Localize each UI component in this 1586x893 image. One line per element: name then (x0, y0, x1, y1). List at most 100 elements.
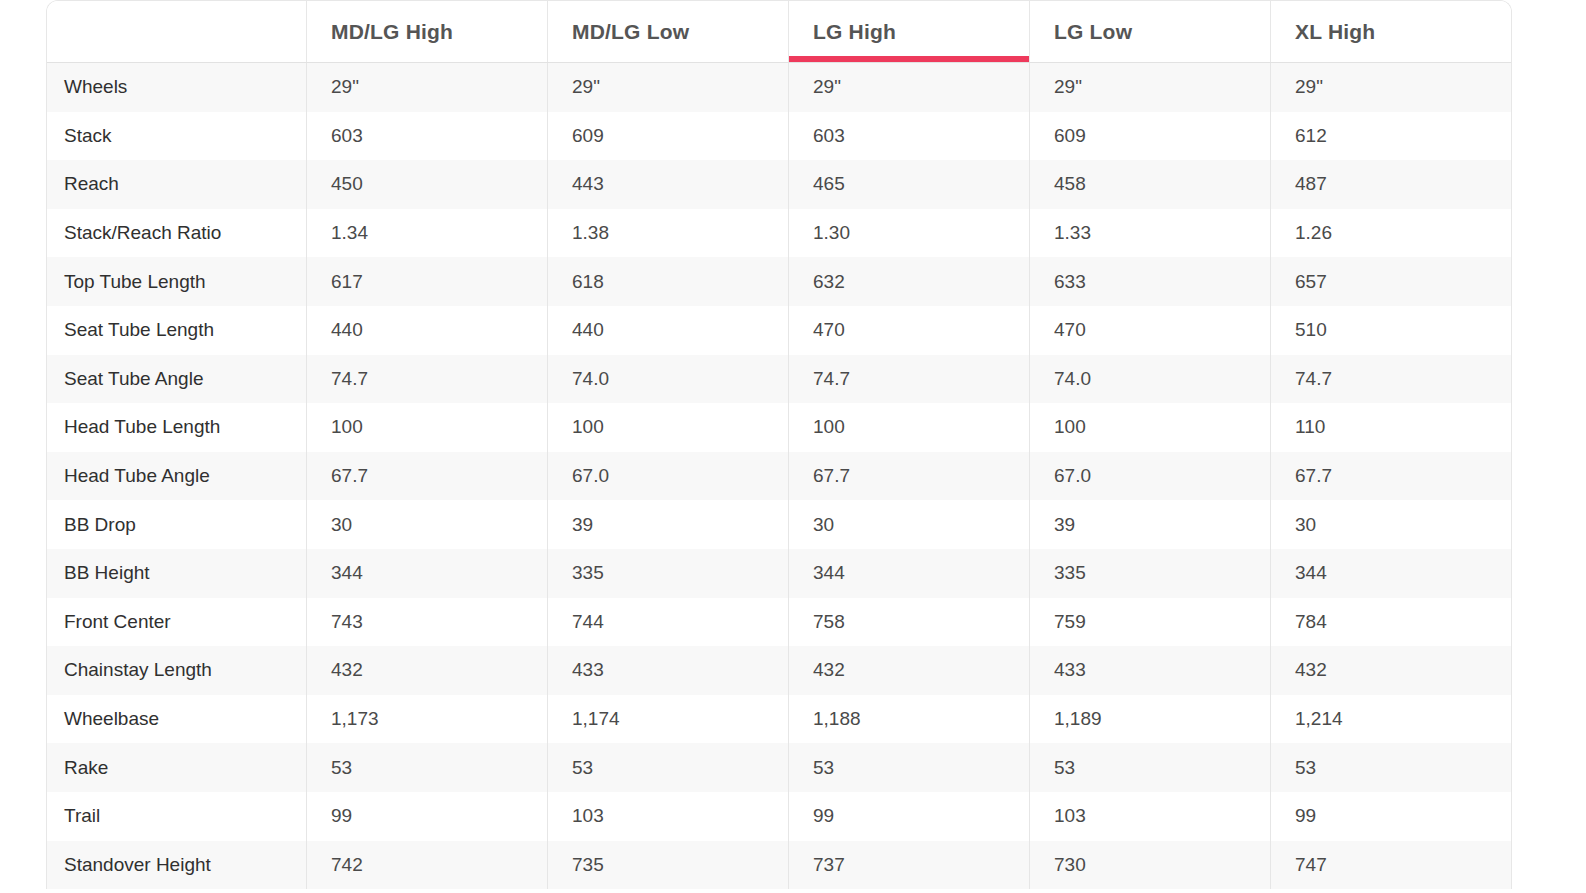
table-row-head-tube-length: Head Tube Length100100100100110 (47, 403, 1511, 452)
cell-chainstay-length-lg-low: 433 (1029, 646, 1270, 695)
cell-reach-md-lg-high: 450 (306, 160, 547, 209)
cell-head-tube-length-lg-high: 100 (788, 403, 1029, 452)
table-row-standover-height: Standover Height742735737730747 (47, 841, 1511, 890)
column-header-label: LG Low (1054, 20, 1132, 44)
row-label: Chainstay Length (47, 646, 306, 695)
cell-bb-height-lg-low: 335 (1029, 549, 1270, 598)
table-row-seat-tube-length: Seat Tube Length440440470470510 (47, 306, 1511, 355)
row-label: Trail (47, 792, 306, 841)
cell-head-tube-angle-lg-low: 67.0 (1029, 452, 1270, 501)
column-header-lg-high[interactable]: LG High (788, 1, 1029, 62)
table-row-trail: Trail991039910399 (47, 792, 1511, 841)
table-row-stack-reach-ratio: Stack/Reach Ratio1.341.381.301.331.26 (47, 209, 1511, 258)
cell-chainstay-length-md-lg-low: 433 (547, 646, 788, 695)
cell-wheelbase-md-lg-high: 1,173 (306, 695, 547, 744)
cell-stack-reach-ratio-lg-low: 1.33 (1029, 209, 1270, 258)
table-header-row: MD/LG High MD/LG Low LG High LG Low XL High (47, 1, 1511, 63)
cell-bb-drop-xl-high: 30 (1270, 500, 1511, 549)
cell-trail-lg-high: 99 (788, 792, 1029, 841)
cell-standover-height-md-lg-high: 742 (306, 841, 547, 890)
geometry-table: MD/LG HighMD/LG LowLG HighLG LowXL High … (46, 0, 1512, 889)
cell-seat-tube-length-md-lg-low: 440 (547, 306, 788, 355)
row-label: BB Drop (47, 500, 306, 549)
cell-bb-drop-lg-low: 39 (1029, 500, 1270, 549)
cell-bb-drop-md-lg-low: 39 (547, 500, 788, 549)
cell-front-center-lg-low: 759 (1029, 598, 1270, 647)
cell-seat-tube-length-xl-high: 510 (1270, 306, 1511, 355)
cell-chainstay-length-md-lg-high: 432 (306, 646, 547, 695)
row-label: Front Center (47, 598, 306, 647)
cell-seat-tube-angle-md-lg-high: 74.7 (306, 355, 547, 404)
cell-bb-drop-md-lg-high: 30 (306, 500, 547, 549)
row-label: Rake (47, 743, 306, 792)
cell-rake-md-lg-low: 53 (547, 743, 788, 792)
table-row-front-center: Front Center743744758759784 (47, 598, 1511, 647)
cell-stack-md-lg-high: 603 (306, 112, 547, 161)
cell-head-tube-angle-md-lg-low: 67.0 (547, 452, 788, 501)
column-header-label: LG High (813, 20, 896, 44)
cell-head-tube-angle-md-lg-high: 67.7 (306, 452, 547, 501)
cell-head-tube-angle-lg-high: 67.7 (788, 452, 1029, 501)
cell-standover-height-lg-high: 737 (788, 841, 1029, 890)
cell-front-center-xl-high: 784 (1270, 598, 1511, 647)
column-header-md-lg-low[interactable]: MD/LG Low (547, 1, 788, 62)
cell-seat-tube-length-lg-high: 470 (788, 306, 1029, 355)
cell-stack-reach-ratio-lg-high: 1.30 (788, 209, 1029, 258)
cell-top-tube-length-md-lg-high: 617 (306, 257, 547, 306)
row-label: Seat Tube Length (47, 306, 306, 355)
cell-front-center-md-lg-low: 744 (547, 598, 788, 647)
cell-head-tube-angle-xl-high: 67.7 (1270, 452, 1511, 501)
row-label: Wheelbase (47, 695, 306, 744)
active-column-indicator (789, 56, 1029, 62)
column-header-xl-high[interactable]: XL High (1270, 1, 1511, 62)
cell-reach-md-lg-low: 443 (547, 160, 788, 209)
cell-head-tube-length-lg-low: 100 (1029, 403, 1270, 452)
cell-top-tube-length-md-lg-low: 618 (547, 257, 788, 306)
cell-stack-xl-high: 612 (1270, 112, 1511, 161)
cell-trail-lg-low: 103 (1029, 792, 1270, 841)
cell-stack-reach-ratio-md-lg-low: 1.38 (547, 209, 788, 258)
cell-wheels-xl-high: 29" (1270, 63, 1511, 112)
table-row-seat-tube-angle: Seat Tube Angle74.774.074.774.074.7 (47, 355, 1511, 404)
column-header-lg-low[interactable]: LG Low (1029, 1, 1270, 62)
row-label: Top Tube Length (47, 257, 306, 306)
cell-trail-md-lg-high: 99 (306, 792, 547, 841)
table-row-stack: Stack603609603609612 (47, 112, 1511, 161)
row-label: Standover Height (47, 841, 306, 890)
cell-rake-xl-high: 53 (1270, 743, 1511, 792)
cell-standover-height-lg-low: 730 (1029, 841, 1270, 890)
table-row-rake: Rake5353535353 (47, 743, 1511, 792)
cell-trail-xl-high: 99 (1270, 792, 1511, 841)
row-label: Stack/Reach Ratio (47, 209, 306, 258)
cell-standover-height-xl-high: 747 (1270, 841, 1511, 890)
cell-top-tube-length-xl-high: 657 (1270, 257, 1511, 306)
cell-chainstay-length-lg-high: 432 (788, 646, 1029, 695)
cell-front-center-md-lg-high: 743 (306, 598, 547, 647)
cell-head-tube-length-md-lg-high: 100 (306, 403, 547, 452)
cell-stack-reach-ratio-md-lg-high: 1.34 (306, 209, 547, 258)
cell-seat-tube-length-md-lg-high: 440 (306, 306, 547, 355)
cell-wheels-md-lg-high: 29" (306, 63, 547, 112)
cell-wheels-lg-high: 29" (788, 63, 1029, 112)
table-row-bb-height: BB Height344335344335344 (47, 549, 1511, 598)
column-header-md-lg-high[interactable]: MD/LG High (306, 1, 547, 62)
cell-wheelbase-md-lg-low: 1,174 (547, 695, 788, 744)
cell-head-tube-length-xl-high: 110 (1270, 403, 1511, 452)
row-label: Wheels (47, 63, 306, 112)
column-header-label: MD/LG Low (572, 20, 689, 44)
cell-wheelbase-lg-high: 1,188 (788, 695, 1029, 744)
row-label: Reach (47, 160, 306, 209)
cell-reach-xl-high: 487 (1270, 160, 1511, 209)
cell-reach-lg-high: 465 (788, 160, 1029, 209)
cell-rake-md-lg-high: 53 (306, 743, 547, 792)
cell-rake-lg-high: 53 (788, 743, 1029, 792)
row-label: Head Tube Length (47, 403, 306, 452)
cell-seat-tube-length-lg-low: 470 (1029, 306, 1270, 355)
table-row-wheels: Wheels29"29"29"29"29" (47, 63, 1511, 112)
cell-wheelbase-xl-high: 1,214 (1270, 695, 1511, 744)
table-row-chainstay-length: Chainstay Length432433432433432 (47, 646, 1511, 695)
cell-bb-height-md-lg-high: 344 (306, 549, 547, 598)
cell-stack-lg-high: 603 (788, 112, 1029, 161)
table-row-wheelbase: Wheelbase1,1731,1741,1881,1891,214 (47, 695, 1511, 744)
cell-wheelbase-lg-low: 1,189 (1029, 695, 1270, 744)
